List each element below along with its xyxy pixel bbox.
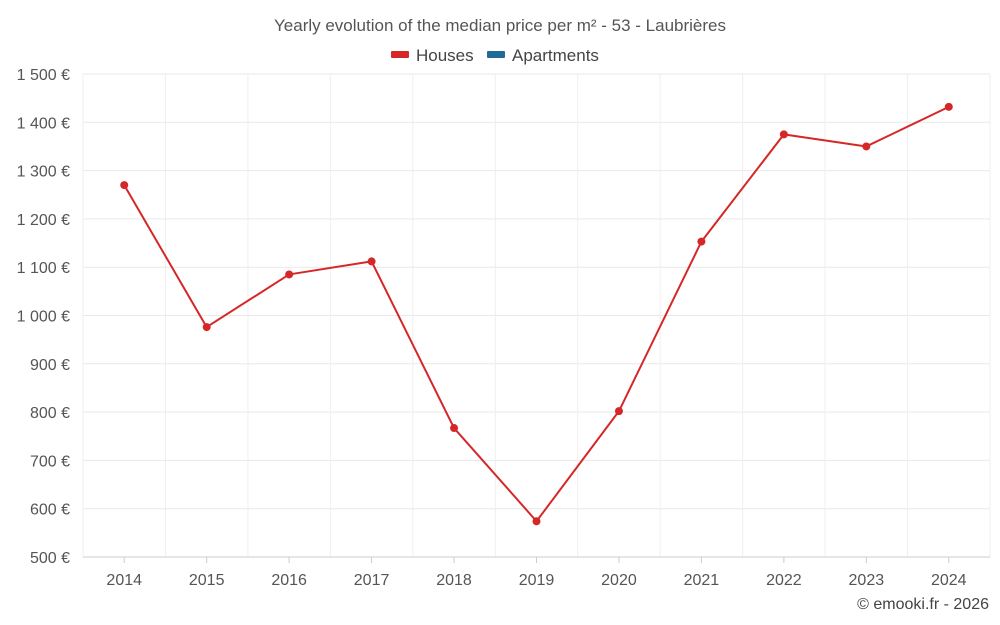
data-point-houses-2020[interactable]: [614, 407, 623, 416]
legend-item-houses[interactable]: Houses: [391, 46, 474, 65]
legend-label-apartments: Apartments: [512, 46, 599, 65]
x-tick-label: 2022: [766, 572, 802, 589]
data-point-houses-2015[interactable]: [202, 323, 211, 332]
data-point-houses-2024[interactable]: [944, 102, 953, 111]
chart-title: Yearly evolution of the median price per…: [274, 16, 726, 35]
y-tick-label: 1 100 €: [17, 260, 70, 277]
data-point-houses-2017[interactable]: [367, 257, 376, 266]
y-tick-label: 1 200 €: [17, 212, 70, 229]
x-tick-label: 2014: [106, 572, 142, 589]
credit-text: © emooki.fr - 2026: [857, 596, 989, 613]
legend: Houses Apartments: [391, 46, 599, 65]
y-tick-label: 1 000 €: [17, 309, 70, 326]
legend-swatch-houses: [391, 51, 409, 58]
data-point-houses-2014[interactable]: [120, 181, 129, 190]
grid: [82, 73, 991, 558]
y-tick-label: 1 400 €: [17, 115, 70, 132]
y-tick-label: 800 €: [30, 405, 70, 422]
y-tick-label: 900 €: [30, 357, 70, 374]
x-tick-label: 2016: [271, 572, 307, 589]
data-point-houses-2018[interactable]: [450, 424, 459, 433]
x-tick-label: 2024: [931, 572, 967, 589]
series-layer: [120, 102, 953, 526]
y-tick-label: 1 500 €: [17, 67, 70, 84]
x-tick-label: 2023: [849, 572, 885, 589]
y-tick-label: 600 €: [30, 502, 70, 519]
y-tick-label: 1 300 €: [17, 164, 70, 181]
y-tick-label: 700 €: [30, 453, 70, 470]
x-tick-label: 2019: [519, 572, 555, 589]
x-tick-label: 2021: [684, 572, 720, 589]
x-tick-label: 2020: [601, 572, 637, 589]
x-tick-label: 2018: [436, 572, 472, 589]
legend-swatch-apartments: [487, 51, 505, 58]
legend-label-houses: Houses: [416, 46, 474, 65]
x-tick-label: 2015: [189, 572, 225, 589]
y-tick-label: 500 €: [30, 550, 70, 567]
data-point-houses-2019[interactable]: [532, 517, 541, 526]
data-point-houses-2023[interactable]: [862, 142, 871, 151]
legend-item-apartments[interactable]: Apartments: [487, 46, 599, 65]
data-point-houses-2016[interactable]: [285, 270, 294, 279]
data-point-houses-2022[interactable]: [779, 130, 788, 139]
x-tick-label: 2017: [354, 572, 390, 589]
x-axis: 2014 2015 2016 2017 2018 2019 2020 2021 2022 2023…: [83, 556, 990, 589]
y-axis: 500 € 600 € 700 € 800 € 900 € 1 000 € 1 100 € 1…: [17, 67, 70, 567]
data-point-houses-2021[interactable]: [697, 237, 706, 246]
